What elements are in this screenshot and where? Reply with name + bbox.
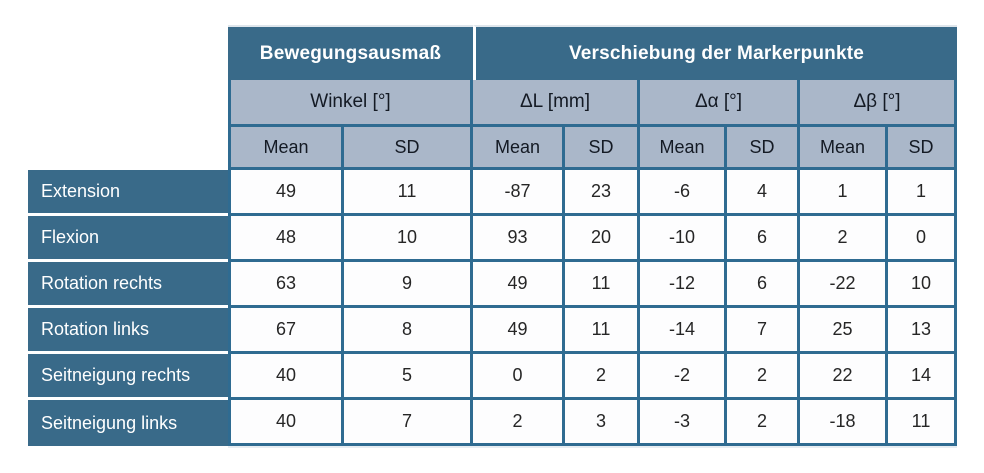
row-label-extension: Extension [28, 170, 228, 216]
table-cell: 20 [565, 216, 640, 262]
table-cell: 40 [228, 354, 344, 400]
table-row: Rotation rechts 63 9 49 11 -12 6 -22 10 [28, 262, 957, 308]
results-table: Bewegungsausmaß Verschiebung der Markerp… [28, 25, 957, 448]
stat-header-mean: Mean [228, 127, 344, 170]
stat-header-mean: Mean [640, 127, 727, 170]
row-label-rotation-links: Rotation links [28, 308, 228, 354]
table-cell: 11 [344, 170, 473, 216]
table-cell: 48 [228, 216, 344, 262]
table-cell: 7 [344, 400, 473, 446]
stat-header-sd: SD [565, 127, 640, 170]
row-label-seitneigung-links: Seitneigung links [28, 400, 228, 446]
table-corner [28, 127, 228, 170]
table-cell: -22 [800, 262, 888, 308]
table-cell: -14 [640, 308, 727, 354]
row-label-seitneigung-rechts: Seitneigung rechts [28, 354, 228, 400]
table-cell: 67 [228, 308, 344, 354]
table-cell: 49 [473, 308, 565, 354]
table-cell: 14 [888, 354, 957, 400]
table-cell: 6 [727, 262, 800, 308]
table-cell: -6 [640, 170, 727, 216]
table-cell: 5 [344, 354, 473, 400]
unit-header-delta-l: ΔL [mm] [473, 80, 640, 127]
table-cell: -18 [800, 400, 888, 446]
table-cell: 3 [565, 400, 640, 446]
table-cell: 9 [344, 262, 473, 308]
stat-header-mean: Mean [473, 127, 565, 170]
table-row: Seitneigung rechts 40 5 0 2 -2 2 22 14 [28, 354, 957, 400]
group-header-row: Bewegungsausmaß Verschiebung der Markerp… [28, 25, 957, 80]
table-cell: 0 [473, 354, 565, 400]
table-cell: 2 [565, 354, 640, 400]
unit-header-row: Winkel [°] ΔL [mm] Δα [°] Δβ [°] [28, 80, 957, 127]
table-row: Extension 49 11 -87 23 -6 4 1 1 [28, 170, 957, 216]
table-cell: 2 [727, 354, 800, 400]
table-row: Rotation links 67 8 49 11 -14 7 25 13 [28, 308, 957, 354]
table-cell: 22 [800, 354, 888, 400]
stat-header-sd: SD [727, 127, 800, 170]
table-cell: 63 [228, 262, 344, 308]
table-cell: 49 [473, 262, 565, 308]
table-cell: 7 [727, 308, 800, 354]
table-cell: 23 [565, 170, 640, 216]
table-row: Flexion 48 10 93 20 -10 6 2 0 [28, 216, 957, 262]
group-header-verschiebung-markerpunkte: Verschiebung der Markerpunkte [473, 25, 957, 80]
table-cell: 2 [473, 400, 565, 446]
stat-header-sd: SD [344, 127, 473, 170]
table-cell: 4 [727, 170, 800, 216]
table-cell: 1 [800, 170, 888, 216]
row-label-rotation-rechts: Rotation rechts [28, 262, 228, 308]
stat-header-row: Mean SD Mean SD Mean SD Mean SD [28, 127, 957, 170]
row-label-flexion: Flexion [28, 216, 228, 262]
table-cell: 11 [888, 400, 957, 446]
table-cell: 93 [473, 216, 565, 262]
table-cell: 40 [228, 400, 344, 446]
table-cell: 10 [344, 216, 473, 262]
unit-header-winkel: Winkel [°] [228, 80, 473, 127]
table-row: Seitneigung links 40 7 2 3 -3 2 -18 11 [28, 400, 957, 446]
table-cell: -12 [640, 262, 727, 308]
unit-header-delta-beta: Δβ [°] [800, 80, 957, 127]
table-cell: -10 [640, 216, 727, 262]
table-cell: 25 [800, 308, 888, 354]
table-cell: 1 [888, 170, 957, 216]
table-cell: -2 [640, 354, 727, 400]
unit-header-delta-alpha: Δα [°] [640, 80, 800, 127]
table-cell: -87 [473, 170, 565, 216]
table-cell: 13 [888, 308, 957, 354]
table-cell: 49 [228, 170, 344, 216]
table-cell: 0 [888, 216, 957, 262]
table-corner [28, 80, 228, 127]
table-cell: 2 [727, 400, 800, 446]
table-cell: 2 [800, 216, 888, 262]
table-cell: 10 [888, 262, 957, 308]
stat-header-sd: SD [888, 127, 957, 170]
stat-header-mean: Mean [800, 127, 888, 170]
table-cell: 6 [727, 216, 800, 262]
table-cell: -3 [640, 400, 727, 446]
table-cell: 11 [565, 262, 640, 308]
group-header-bewegungsausmass: Bewegungsausmaß [228, 25, 473, 80]
table-cell: 11 [565, 308, 640, 354]
table-cell: 8 [344, 308, 473, 354]
table-corner [28, 25, 228, 80]
